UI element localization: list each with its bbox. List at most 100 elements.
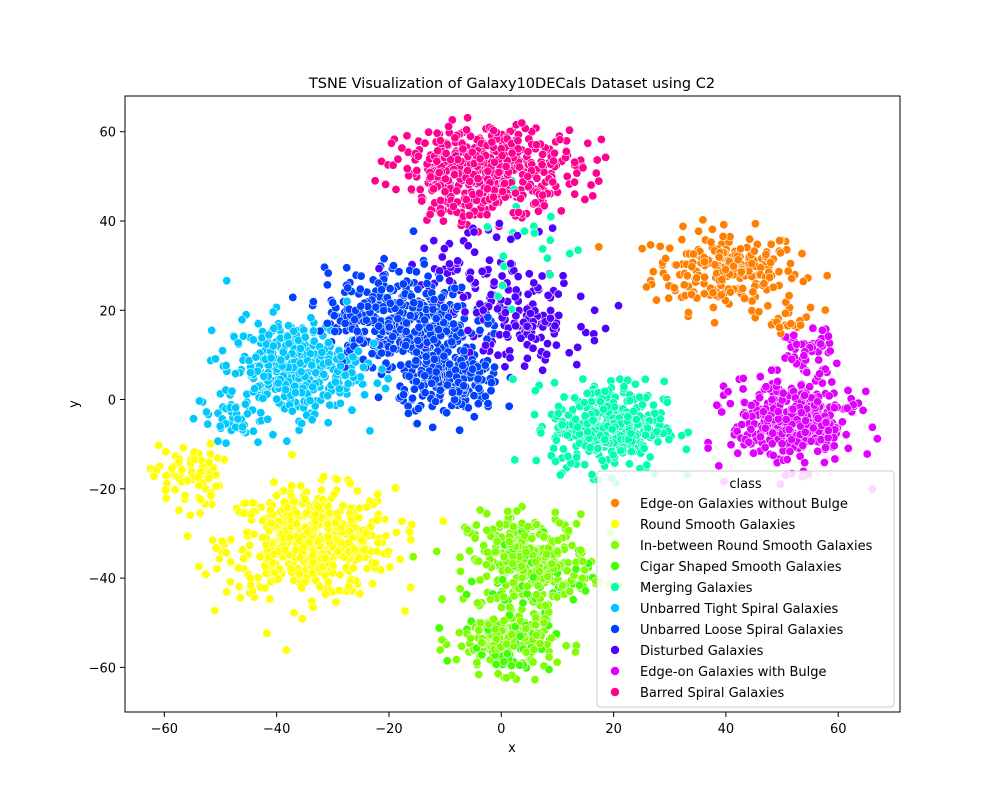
scatter-point [778,388,788,398]
scatter-point [439,303,449,313]
scatter-point [226,557,236,567]
scatter-point [595,397,605,407]
scatter-point [210,605,220,615]
scatter-point [492,232,502,242]
scatter-point [325,508,335,518]
scatter-point [240,498,250,508]
scatter-point [381,179,391,189]
scatter-point [455,584,465,594]
scatter-point [473,374,483,384]
scatter-point [516,561,526,571]
scatter-point [554,310,564,320]
scatter-point [785,259,795,269]
scatter-point [513,207,523,217]
x-axis-label: x [508,741,516,756]
scatter-point [766,239,776,249]
x-tick-label: −40 [263,722,290,737]
scatter-point [558,271,568,281]
x-tick-label: 60 [830,722,847,737]
scatter-point [600,386,610,396]
scatter-point [308,326,318,336]
scatter-point [360,390,370,400]
scatter-point [501,329,511,339]
scatter-point [714,461,724,471]
scatter-point [493,669,503,679]
scatter-point [773,414,783,424]
scatter-point [677,431,687,441]
scatter-point [641,430,651,440]
scatter-point [308,568,318,578]
scatter-point [237,545,247,555]
scatter-point [796,320,806,330]
scatter-point [263,414,273,424]
scatter-point [455,566,465,576]
scatter-point [659,376,669,386]
scatter-point [732,426,742,436]
scatter-point [733,448,743,458]
scatter-point [626,428,636,438]
scatter-point [489,126,499,136]
scatter-point [580,460,590,470]
scatter-point [500,179,510,189]
scatter-point [280,545,290,555]
scatter-point [323,532,333,542]
scatter-point [304,537,314,547]
scatter-point [563,558,573,568]
scatter-point [498,592,508,602]
scatter-point [407,519,417,529]
scatter-point [183,531,193,541]
x-tick-label: 40 [718,722,735,737]
scatter-point [334,585,344,595]
scatter-point [788,404,798,414]
scatter-point [559,392,569,402]
scatter-point [450,283,460,293]
scatter-point [434,325,444,335]
scatter-point [268,430,278,440]
scatter-point [539,201,549,211]
scatter-point [411,376,421,386]
scatter-point [683,307,693,317]
scatter-point [728,261,738,271]
scatter-point [161,493,171,503]
scatter-point [379,305,389,315]
scatter-point [538,149,548,159]
scatter-point [388,160,398,170]
scatter-point [409,384,419,394]
scatter-point [432,128,442,138]
scatter-point [521,647,531,657]
scatter-point [681,444,691,454]
scatter-point [797,249,807,259]
scatter-point [531,630,541,640]
scatter-point [206,449,216,459]
scatter-point [446,155,456,165]
scatter-point [208,535,218,545]
scatter-point [435,385,445,395]
scatter-point [548,223,558,233]
scatter-point [664,434,674,444]
scatter-point [686,289,696,299]
scatter-point [499,552,509,562]
scatter-point [867,422,877,432]
scatter-point [405,527,415,537]
legend-box [596,470,895,708]
scatter-point [406,184,416,194]
scatter-point [397,516,407,526]
scatter-point [799,351,809,361]
scatter-point [564,125,574,135]
scatter-point [796,380,806,390]
scatter-point [331,518,341,528]
scatter-point [548,177,558,187]
scatter-point [784,291,794,301]
scatter-point [802,367,812,377]
scatter-point [328,298,338,308]
legend-label: Unbarred Tight Spiral Galaxies [640,602,838,617]
scatter-point [749,246,759,256]
scatter-point [431,314,441,324]
scatter-point [345,526,355,536]
scatter-point [385,298,395,308]
legend-marker [610,561,620,571]
scatter-point [661,254,671,264]
scatter-point [528,572,538,582]
scatter-point [531,557,541,567]
scatter-point [493,304,503,314]
